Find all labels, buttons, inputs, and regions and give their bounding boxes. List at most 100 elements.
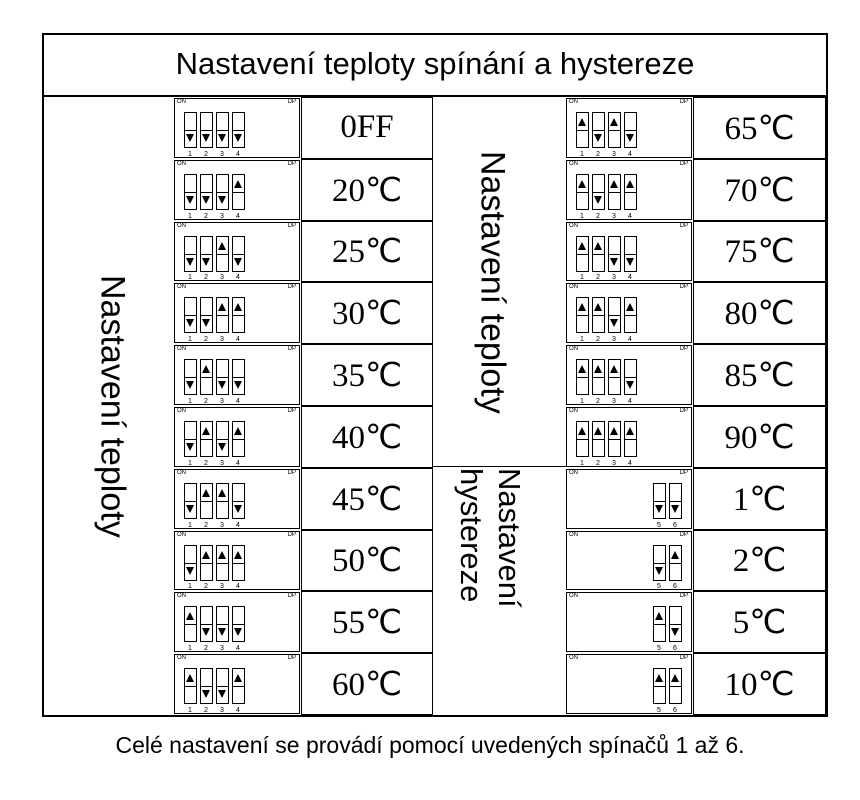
switch-divider <box>185 253 196 255</box>
switch-number: 2 <box>204 274 208 282</box>
dip-switch <box>216 421 229 457</box>
dip-switch <box>576 173 589 210</box>
switch-down-arrow-icon <box>626 134 634 142</box>
dip-switch <box>624 359 637 396</box>
dip-switch <box>608 112 621 148</box>
switch-divider <box>217 253 228 255</box>
switch-divider <box>185 315 196 317</box>
switch-divider <box>201 439 212 440</box>
switch-up-arrow-icon <box>626 303 634 312</box>
switch-dp-label: DP <box>679 160 688 167</box>
switch-down-arrow-icon <box>186 195 194 204</box>
switch-up-arrow-icon <box>610 118 618 126</box>
switch-down-arrow-icon <box>202 319 210 328</box>
switch-up-arrow-icon <box>234 303 242 312</box>
switch-on-label: ON <box>569 531 578 538</box>
switch-up-arrow-icon <box>234 427 242 435</box>
switch-up-arrow-icon <box>578 179 586 188</box>
switch-number: 1 <box>188 583 192 591</box>
dip-switch <box>184 544 197 581</box>
switch-number: 3 <box>220 274 224 282</box>
switch-number: 2 <box>596 459 600 467</box>
dip-switch <box>592 173 605 210</box>
switch-number: 1 <box>580 336 584 344</box>
switch-divider <box>593 130 604 131</box>
switch-divider <box>217 500 228 502</box>
dip-switch-block: ON DP 1 2 3 4 <box>566 221 692 282</box>
switch-divider <box>185 377 196 379</box>
switch-divider <box>609 377 620 379</box>
switch-on-label: ON <box>177 469 186 476</box>
switch-up-arrow-icon <box>234 179 242 188</box>
dip-switch <box>624 421 637 457</box>
switch-dp-label: DP <box>679 222 688 229</box>
dip-switch <box>576 112 589 148</box>
switch-up-arrow-icon <box>655 612 663 621</box>
temperature-value: 35℃ <box>301 344 433 406</box>
switch-down-arrow-icon <box>655 566 663 575</box>
switch-number: 2 <box>596 274 600 282</box>
switch-divider <box>670 686 681 688</box>
dip-switch <box>184 668 197 705</box>
switch-down-arrow-icon <box>202 257 210 266</box>
switch-divider <box>233 624 244 626</box>
switch-divider <box>609 315 620 317</box>
dip-switch <box>592 297 605 334</box>
switch-up-arrow-icon <box>578 365 586 374</box>
switch-number: 4 <box>628 274 632 282</box>
switch-divider <box>654 624 665 626</box>
dip-switch <box>184 421 197 457</box>
switch-number: 3 <box>220 459 224 467</box>
switch-number: 6 <box>673 521 677 529</box>
switch-up-arrow-icon <box>594 365 602 374</box>
switch-up-arrow-icon <box>234 550 242 559</box>
switch-dp-label: DP <box>287 160 296 167</box>
switch-number: 4 <box>628 150 632 158</box>
switch-number: 2 <box>596 212 600 220</box>
switch-divider <box>185 562 196 564</box>
switch-divider <box>577 377 588 379</box>
switch-down-arrow-icon <box>186 319 194 328</box>
switch-divider <box>609 191 620 193</box>
dip-switch <box>608 297 621 334</box>
switch-down-arrow-icon <box>186 257 194 266</box>
switch-down-arrow-icon <box>626 381 634 390</box>
switch-up-arrow-icon <box>218 488 226 497</box>
switch-number: 5 <box>657 645 661 653</box>
switch-divider <box>670 562 681 564</box>
switch-number: 2 <box>204 150 208 158</box>
switch-on-label: ON <box>177 593 186 600</box>
switch-down-arrow-icon <box>186 381 194 390</box>
switch-down-arrow-icon <box>671 504 679 513</box>
dip-switch <box>592 359 605 396</box>
switch-down-arrow-icon <box>202 628 210 637</box>
dip-switch-block: ON DP 1 2 3 4 <box>566 159 692 220</box>
switch-number: 1 <box>188 459 192 467</box>
dip-switch-block: ON DP 1 2 3 4 <box>566 407 692 467</box>
switch-number: 2 <box>204 645 208 653</box>
dip-switch <box>184 235 197 272</box>
switch-number: 6 <box>673 645 677 653</box>
switch-divider <box>577 130 588 131</box>
dip-switch <box>216 668 229 705</box>
dip-switch <box>200 112 213 148</box>
switch-down-arrow-icon <box>234 504 242 513</box>
switch-number: 4 <box>236 459 240 467</box>
switch-up-arrow-icon <box>610 427 618 435</box>
switch-number: 2 <box>204 583 208 591</box>
switch-up-arrow-icon <box>594 427 602 435</box>
switch-divider <box>233 130 244 131</box>
temperature-value: 75℃ <box>693 220 826 283</box>
switch-number: 3 <box>220 706 224 714</box>
switch-on-label: ON <box>569 222 578 229</box>
switch-divider <box>185 500 196 502</box>
dip-switch <box>216 235 229 272</box>
switch-number: 4 <box>236 150 240 158</box>
middle-divider <box>433 466 566 467</box>
switch-on-label: ON <box>569 593 578 600</box>
switch-divider <box>201 377 212 379</box>
switch-divider <box>217 315 228 317</box>
switch-number: 4 <box>628 212 632 220</box>
switch-divider <box>577 191 588 193</box>
switch-down-arrow-icon <box>234 381 242 390</box>
